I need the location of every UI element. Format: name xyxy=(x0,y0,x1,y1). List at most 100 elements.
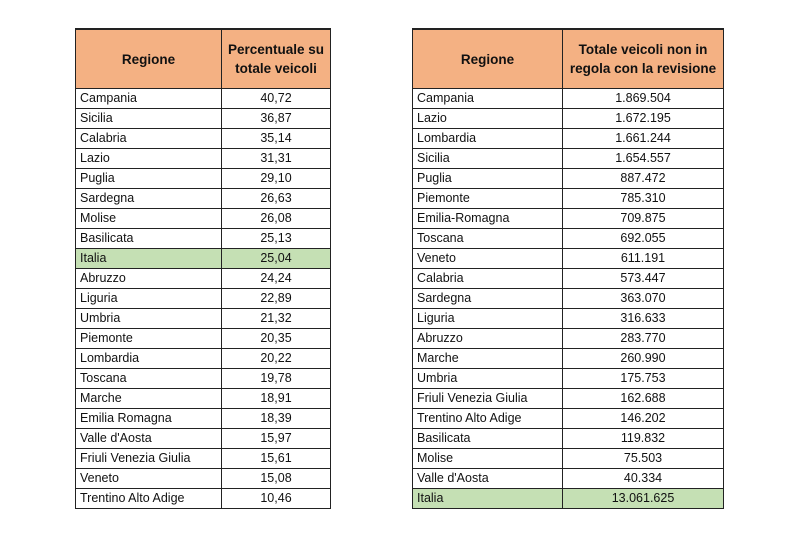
table-row: Veneto 15,08 xyxy=(75,468,331,489)
value-cell: 35,14 xyxy=(221,128,331,149)
region-cell: Sardegna xyxy=(75,188,222,209)
region-cell: Friuli Venezia Giulia xyxy=(412,388,563,409)
region-cell: Piemonte xyxy=(75,328,222,349)
region-cell: Umbria xyxy=(75,308,222,329)
value-cell: 25,13 xyxy=(221,228,331,249)
region-cell: Lazio xyxy=(75,148,222,169)
table-row: Sicilia 36,87 xyxy=(75,108,331,129)
table-row: Sardegna 26,63 xyxy=(75,188,331,209)
region-cell: Lombardia xyxy=(75,348,222,369)
table-row: Toscana 19,78 xyxy=(75,368,331,389)
value-cell: 40,72 xyxy=(221,88,331,109)
vehicles-table: Regione Totale veicoli non in regola con… xyxy=(412,28,724,509)
table-row: Toscana 692.055 xyxy=(412,228,724,249)
table-row: Trentino Alto Adige 10,46 xyxy=(75,488,331,509)
value-cell: 1.869.504 xyxy=(562,88,724,109)
table-row: Emilia-Romagna 709.875 xyxy=(412,208,724,229)
region-cell: Abruzzo xyxy=(412,328,563,349)
value-cell: 175.753 xyxy=(562,368,724,389)
value-cell: 24,24 xyxy=(221,268,331,289)
value-cell: 887.472 xyxy=(562,168,724,189)
region-cell: Trentino Alto Adige xyxy=(412,408,563,429)
region-cell: Basilicata xyxy=(412,428,563,449)
table-row: Lombardia 1.661.244 xyxy=(412,128,724,149)
region-cell: Lazio xyxy=(412,108,563,129)
table-row: Calabria 573.447 xyxy=(412,268,724,289)
value-cell: 1.661.244 xyxy=(562,128,724,149)
region-cell: Italia xyxy=(75,248,222,269)
region-cell: Umbria xyxy=(412,368,563,389)
table-row: Puglia 29,10 xyxy=(75,168,331,189)
table-row: Emilia Romagna 18,39 xyxy=(75,408,331,429)
value-cell: 1.654.557 xyxy=(562,148,724,169)
table-row: Marche 260.990 xyxy=(412,348,724,369)
header-percentuale: Percentuale su totale veicoli xyxy=(221,28,331,89)
table-row: Piemonte 785.310 xyxy=(412,188,724,209)
table-row: Italia 13.061.625 xyxy=(412,488,724,509)
region-cell: Veneto xyxy=(75,468,222,489)
value-cell: 13.061.625 xyxy=(562,488,724,509)
value-cell: 20,35 xyxy=(221,328,331,349)
region-cell: Emilia Romagna xyxy=(75,408,222,429)
region-cell: Marche xyxy=(75,388,222,409)
region-cell: Toscana xyxy=(75,368,222,389)
table-row: Liguria 22,89 xyxy=(75,288,331,309)
value-cell: 25,04 xyxy=(221,248,331,269)
value-cell: 162.688 xyxy=(562,388,724,409)
value-cell: 283.770 xyxy=(562,328,724,349)
region-cell: Marche xyxy=(412,348,563,369)
value-cell: 573.447 xyxy=(562,268,724,289)
table-row: Umbria 175.753 xyxy=(412,368,724,389)
value-cell: 18,91 xyxy=(221,388,331,409)
table-row: Lazio 1.672.195 xyxy=(412,108,724,129)
value-cell: 10,46 xyxy=(221,488,331,509)
table-row: Abruzzo 24,24 xyxy=(75,268,331,289)
region-cell: Puglia xyxy=(75,168,222,189)
region-cell: Campania xyxy=(412,88,563,109)
value-cell: 19,78 xyxy=(221,368,331,389)
table-row: Puglia 887.472 xyxy=(412,168,724,189)
region-cell: Molise xyxy=(412,448,563,469)
region-cell: Emilia-Romagna xyxy=(412,208,563,229)
table-row: Piemonte 20,35 xyxy=(75,328,331,349)
region-cell: Valle d'Aosta xyxy=(412,468,563,489)
value-cell: 36,87 xyxy=(221,108,331,129)
value-cell: 316.633 xyxy=(562,308,724,329)
region-cell: Friuli Venezia Giulia xyxy=(75,448,222,469)
value-cell: 1.672.195 xyxy=(562,108,724,129)
value-cell: 22,89 xyxy=(221,288,331,309)
region-cell: Veneto xyxy=(412,248,563,269)
value-cell: 21,32 xyxy=(221,308,331,329)
value-cell: 18,39 xyxy=(221,408,331,429)
region-cell: Calabria xyxy=(412,268,563,289)
value-cell: 26,63 xyxy=(221,188,331,209)
table-row: Umbria 21,32 xyxy=(75,308,331,329)
value-cell: 692.055 xyxy=(562,228,724,249)
header-regione: Regione xyxy=(75,28,222,89)
table-row: Trentino Alto Adige 146.202 xyxy=(412,408,724,429)
region-cell: Abruzzo xyxy=(75,268,222,289)
region-cell: Liguria xyxy=(75,288,222,309)
table-row: Basilicata 119.832 xyxy=(412,428,724,449)
table-row: Sardegna 363.070 xyxy=(412,288,724,309)
region-cell: Molise xyxy=(75,208,222,229)
table-row: Valle d'Aosta 15,97 xyxy=(75,428,331,449)
value-cell: 785.310 xyxy=(562,188,724,209)
region-cell: Sicilia xyxy=(412,148,563,169)
table-row: Basilicata 25,13 xyxy=(75,228,331,249)
value-cell: 611.191 xyxy=(562,248,724,269)
table-row: Molise 26,08 xyxy=(75,208,331,229)
region-cell: Piemonte xyxy=(412,188,563,209)
value-cell: 31,31 xyxy=(221,148,331,169)
region-cell: Trentino Alto Adige xyxy=(75,488,222,509)
value-cell: 15,08 xyxy=(221,468,331,489)
region-cell: Campania xyxy=(75,88,222,109)
table-row: Friuli Venezia Giulia 162.688 xyxy=(412,388,724,409)
percentage-table: Regione Percentuale su totale veicoli Ca… xyxy=(75,28,331,509)
table-row: Campania 40,72 xyxy=(75,88,331,109)
table-row: Valle d'Aosta 40.334 xyxy=(412,468,724,489)
region-cell: Italia xyxy=(412,488,563,509)
region-cell: Toscana xyxy=(412,228,563,249)
region-cell: Lombardia xyxy=(412,128,563,149)
value-cell: 260.990 xyxy=(562,348,724,369)
